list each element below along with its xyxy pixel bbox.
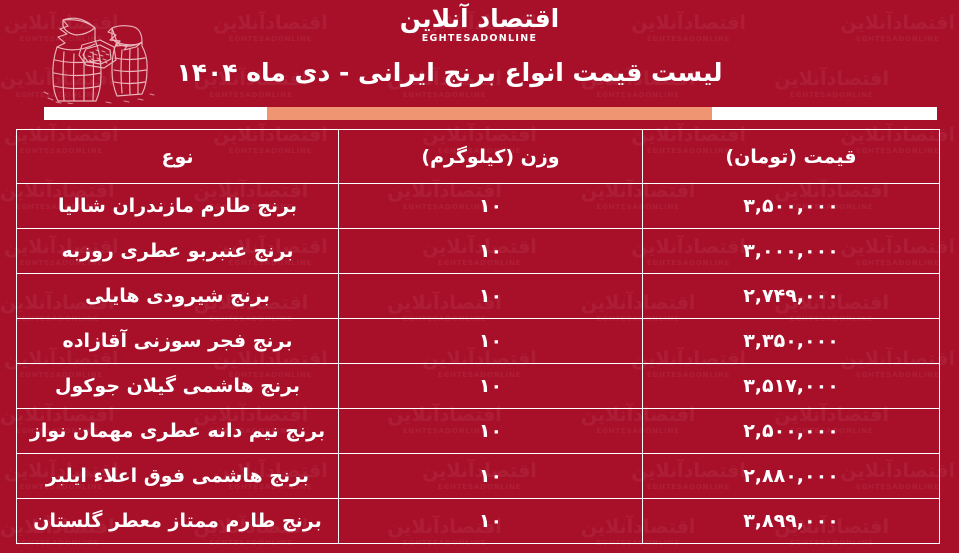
table-header-row: قیمت (تومان) وزن (کیلوگرم) نوع (16, 129, 940, 184)
cell-type: برنج شیرودی هایلی (16, 273, 339, 319)
cell-type: برنج هاشمی فوق اعلاء ایلبر (16, 453, 339, 499)
cell-type: برنج طارم ممتاز معطر گلستان (16, 498, 339, 544)
cell-price: ۲,۸۸۰,۰۰۰ (642, 453, 940, 499)
site-logo-en: EGHTESADONLINE (421, 33, 538, 44)
cell-weight: ۱۰ (338, 228, 643, 274)
cell-weight: ۱۰ (338, 183, 643, 229)
page-header: اقتصاد آنلاین EGHTESADONLINE لیست قیمت ا… (0, 0, 959, 105)
site-logo: اقتصاد آنلاین EGHTESADONLINE (399, 4, 561, 44)
table-row: ۳,۰۰۰,۰۰۰ ۱۰ برنج عنبربو عطری روزبه (16, 228, 940, 274)
cell-price: ۳,۵۰۰,۰۰۰ (642, 183, 940, 229)
accent-bar (44, 107, 937, 120)
cell-type: برنج نیم دانه عطری مهمان نواز (16, 408, 339, 454)
cell-price: ۲,۵۰۰,۰۰۰ (642, 408, 940, 454)
price-table-container: قیمت (تومان) وزن (کیلوگرم) نوع ۳,۵۰۰,۰۰۰… (16, 129, 940, 544)
cell-price: ۳,۸۹۹,۰۰۰ (642, 498, 940, 544)
cell-weight: ۱۰ (338, 273, 643, 319)
table-row: ۳,۵۱۷,۰۰۰ ۱۰ برنج هاشمی گیلان جوکول (16, 363, 940, 409)
cell-weight: ۱۰ (338, 453, 643, 499)
rice-price-table: قیمت (تومان) وزن (کیلوگرم) نوع ۳,۵۰۰,۰۰۰… (16, 129, 940, 544)
cell-type: برنج عنبربو عطری روزبه (16, 228, 339, 274)
accent-bar-segment-orange (267, 107, 712, 120)
table-row: ۳,۳۵۰,۰۰۰ ۱۰ برنج فجر سوزنی آقازاده (16, 318, 940, 364)
column-header-weight: وزن (کیلوگرم) (338, 129, 643, 184)
cell-weight: ۱۰ (338, 498, 643, 544)
cell-type: برنج فجر سوزنی آقازاده (16, 318, 339, 364)
site-logo-fa: اقتصاد آنلاین (399, 4, 561, 33)
cell-price: ۲,۷۴۹,۰۰۰ (642, 273, 940, 319)
column-header-type: نوع (16, 129, 339, 184)
cell-type: برنج هاشمی گیلان جوکول (16, 363, 339, 409)
table-row: ۲,۷۴۹,۰۰۰ ۱۰ برنج شیرودی هایلی (16, 273, 940, 319)
table-row: ۳,۵۰۰,۰۰۰ ۱۰ برنج طارم مازندران شالیا (16, 183, 940, 229)
table-row: ۲,۵۰۰,۰۰۰ ۱۰ برنج نیم دانه عطری مهمان نواز (16, 408, 940, 454)
table-header: قیمت (تومان) وزن (کیلوگرم) نوع (16, 129, 940, 184)
cell-weight: ۱۰ (338, 408, 643, 454)
page-title: لیست قیمت انواع برنج ایرانی - دی ماه ۱۴۰… (176, 58, 723, 87)
cell-weight: ۱۰ (338, 363, 643, 409)
cell-price: ۳,۵۱۷,۰۰۰ (642, 363, 940, 409)
cell-price: ۳,۳۵۰,۰۰۰ (642, 318, 940, 364)
column-header-price: قیمت (تومان) (642, 129, 940, 184)
accent-bar-segment-white-right (44, 107, 267, 120)
accent-bar-segment-white-left (712, 107, 937, 120)
cell-price: ۳,۰۰۰,۰۰۰ (642, 228, 940, 274)
table-row: ۲,۸۸۰,۰۰۰ ۱۰ برنج هاشمی فوق اعلاء ایلبر (16, 453, 940, 499)
cell-weight: ۱۰ (338, 318, 643, 364)
table-body: ۳,۵۰۰,۰۰۰ ۱۰ برنج طارم مازندران شالیا ۳,۰۰۰… (16, 183, 940, 544)
rice-sacks-icon (38, 2, 163, 105)
cell-type: برنج طارم مازندران شالیا (16, 183, 339, 229)
table-row: ۳,۸۹۹,۰۰۰ ۱۰ برنج طارم ممتاز معطر گلستان (16, 498, 940, 544)
